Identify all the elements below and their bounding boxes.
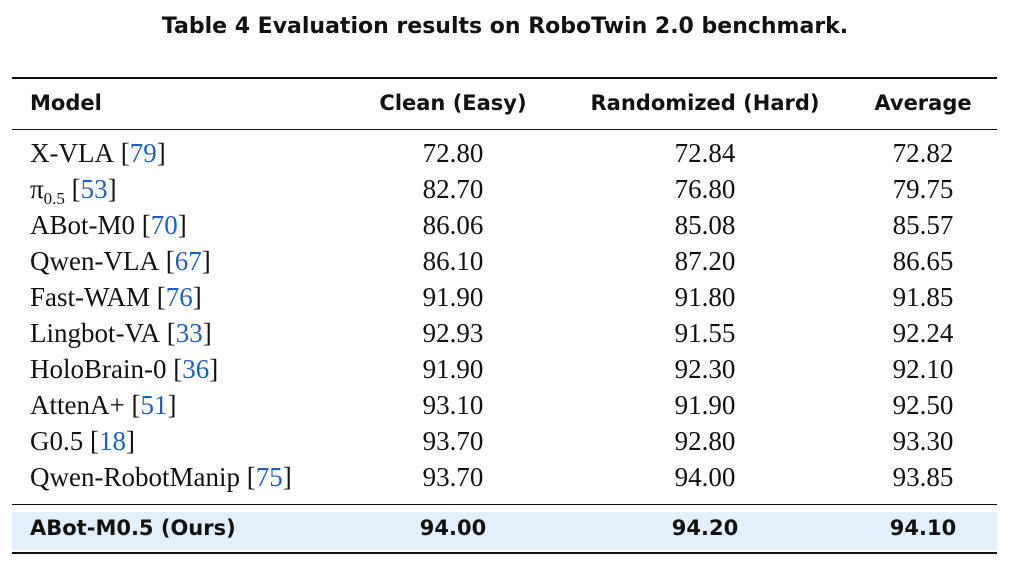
cite-bracket: [ bbox=[141, 210, 151, 240]
cite-bracket: [ bbox=[156, 282, 166, 312]
value-cell: 91.90 bbox=[674, 390, 736, 420]
model-subscript: 0.5 bbox=[43, 189, 65, 208]
citation: 75 bbox=[255, 462, 283, 492]
cite-bracket: ] bbox=[126, 426, 135, 456]
cite-bracket: [ bbox=[71, 174, 81, 204]
model-cell: G0.5 [18] bbox=[30, 426, 135, 457]
value-cell: 91.85 bbox=[892, 282, 954, 312]
model-cell: HoloBrain-0 [36] bbox=[30, 354, 218, 385]
citation: 53 bbox=[80, 174, 108, 204]
value-cell: 72.80 bbox=[422, 138, 484, 168]
header-rule bbox=[12, 129, 997, 130]
value-cell: 92.93 bbox=[422, 318, 484, 348]
value-cell: 87.20 bbox=[674, 246, 736, 276]
header-cell: Average bbox=[874, 91, 972, 115]
cite-bracket: ] bbox=[282, 462, 292, 492]
value-cell: 85.08 bbox=[674, 210, 736, 240]
value-cell: 94.00 bbox=[674, 462, 736, 492]
model-name: X-VLA bbox=[30, 138, 114, 168]
citation: 76 bbox=[165, 282, 193, 312]
model-cell: AttenA+ [51] bbox=[30, 390, 176, 421]
citation: 67 bbox=[174, 246, 202, 276]
value-cell: 94.10 bbox=[889, 516, 957, 540]
cite-bracket: [ bbox=[165, 246, 175, 276]
header-cell: Randomized (Hard) bbox=[590, 91, 820, 115]
cite-bracket: ] bbox=[167, 390, 177, 420]
model-cell: X-VLA [79] bbox=[30, 138, 166, 169]
model-name: Fast-WAM bbox=[30, 282, 150, 312]
value-cell: 93.85 bbox=[892, 462, 954, 492]
model-cell: π0.5 [53] bbox=[30, 174, 117, 209]
highlight-row bbox=[12, 512, 997, 550]
table-title: Table 4 Evaluation results on RoboTwin 2… bbox=[161, 14, 849, 39]
value-cell: 92.10 bbox=[892, 354, 954, 384]
mid-rule bbox=[12, 504, 997, 505]
model-name: ABot-M0 bbox=[30, 210, 136, 240]
value-cell: 79.75 bbox=[892, 174, 954, 204]
value-cell: 94.00 bbox=[419, 516, 487, 540]
citation: 36 bbox=[182, 354, 210, 384]
value-cell: 93.70 bbox=[422, 426, 484, 456]
model-cell: Qwen-RobotManip [75] bbox=[30, 462, 292, 493]
citation: 79 bbox=[129, 138, 157, 168]
cite-bracket: ] bbox=[177, 210, 187, 240]
cite-bracket: [ bbox=[131, 390, 141, 420]
model-cell: ABot-M0 [70] bbox=[30, 210, 187, 241]
cite-bracket: ] bbox=[209, 354, 219, 384]
cite-bracket: [ bbox=[90, 426, 99, 456]
value-cell: 86.06 bbox=[422, 210, 484, 240]
cite-bracket: ] bbox=[156, 138, 166, 168]
value-cell: 93.70 bbox=[422, 462, 484, 492]
cite-bracket: ] bbox=[192, 282, 202, 312]
value-cell: 82.70 bbox=[422, 174, 484, 204]
cite-bracket: [ bbox=[246, 462, 256, 492]
model-cell: Fast-WAM [76] bbox=[30, 282, 202, 313]
value-cell: 93.30 bbox=[892, 426, 954, 456]
value-cell: 91.90 bbox=[422, 282, 484, 312]
header-cell: Model bbox=[30, 91, 102, 115]
cite-bracket: ] bbox=[202, 318, 212, 348]
value-cell: 85.57 bbox=[892, 210, 954, 240]
model-cell: Lingbot-VA [33] bbox=[30, 318, 212, 349]
header-cell: Clean (Easy) bbox=[379, 91, 527, 115]
value-cell: 72.84 bbox=[674, 138, 736, 168]
top-rule bbox=[12, 77, 997, 79]
citation: 51 bbox=[140, 390, 168, 420]
model-name: Qwen-VLA bbox=[30, 246, 159, 276]
cite-bracket: ] bbox=[201, 246, 211, 276]
model-name: AttenA+ bbox=[30, 390, 125, 420]
value-cell: 86.10 bbox=[422, 246, 484, 276]
cite-bracket: ] bbox=[107, 174, 117, 204]
model-name: HoloBrain-0 bbox=[30, 354, 167, 384]
value-cell: 72.82 bbox=[892, 138, 954, 168]
citation: 33 bbox=[175, 318, 203, 348]
model-name: G0.5 bbox=[30, 426, 84, 456]
model-name: Lingbot-VA bbox=[30, 318, 161, 348]
value-cell: 92.50 bbox=[892, 390, 954, 420]
cite-bracket: [ bbox=[166, 318, 176, 348]
value-cell: 92.30 bbox=[674, 354, 736, 384]
model-cell: Qwen-VLA [67] bbox=[30, 246, 211, 277]
value-cell: 92.24 bbox=[892, 318, 954, 348]
cite-bracket: [ bbox=[173, 354, 183, 384]
bottom-rule bbox=[12, 552, 997, 554]
value-cell: 94.20 bbox=[671, 516, 739, 540]
model-name: π bbox=[30, 174, 44, 204]
value-cell: 92.80 bbox=[674, 426, 736, 456]
citation: 70 bbox=[150, 210, 178, 240]
value-cell: 93.10 bbox=[422, 390, 484, 420]
value-cell: 76.80 bbox=[674, 174, 736, 204]
value-cell: 91.90 bbox=[422, 354, 484, 384]
value-cell: 91.80 bbox=[674, 282, 736, 312]
model-cell: ABot-M0.5 (Ours) bbox=[30, 516, 236, 540]
value-cell: 86.65 bbox=[892, 246, 954, 276]
cite-bracket: [ bbox=[120, 138, 130, 168]
model-name: Qwen-RobotManip bbox=[30, 462, 240, 492]
citation: 18 bbox=[99, 426, 126, 456]
value-cell: 91.55 bbox=[674, 318, 736, 348]
